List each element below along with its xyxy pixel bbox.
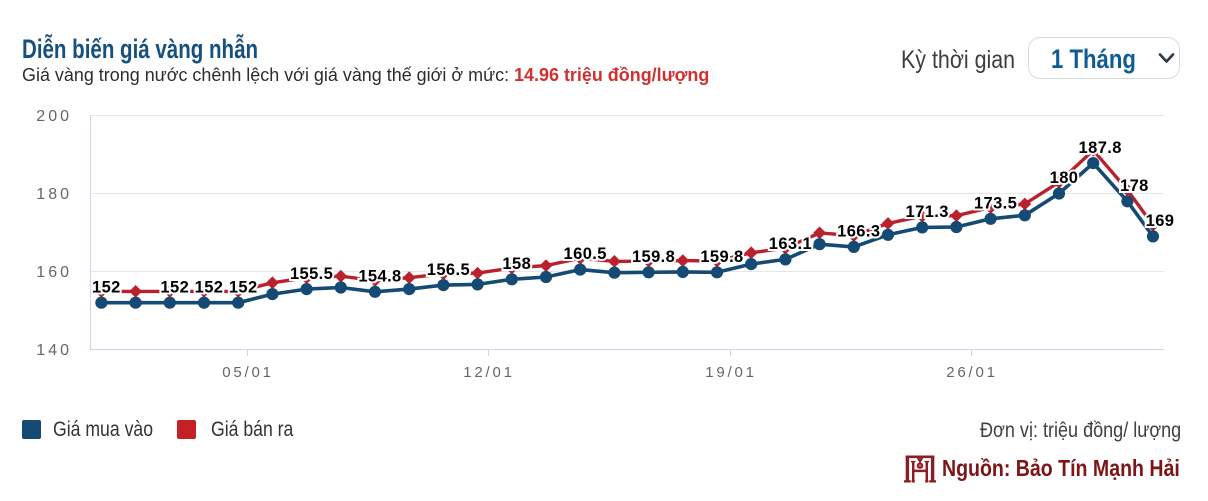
svg-text:187.8: 187.8: [1079, 139, 1122, 157]
svg-text:160: 160: [36, 264, 72, 281]
svg-text:159.8: 159.8: [700, 248, 743, 266]
svg-text:140: 140: [36, 342, 72, 359]
svg-text:178: 178: [1120, 177, 1149, 195]
svg-text:155.5: 155.5: [290, 265, 333, 283]
svg-text:158: 158: [502, 255, 531, 273]
svg-text:05/01: 05/01: [222, 364, 274, 381]
svg-text:152: 152: [160, 278, 189, 296]
svg-text:171.3: 171.3: [906, 203, 949, 221]
svg-text:19/01: 19/01: [705, 364, 757, 381]
svg-text:152: 152: [92, 278, 121, 296]
svg-text:156.5: 156.5: [427, 261, 470, 279]
svg-text:154.8: 154.8: [358, 268, 401, 286]
svg-text:159.8: 159.8: [632, 248, 675, 266]
svg-text:180: 180: [36, 186, 72, 203]
svg-text:169: 169: [1146, 212, 1175, 230]
svg-text:152: 152: [229, 278, 258, 296]
svg-text:26/01: 26/01: [946, 364, 998, 381]
svg-text:163.1: 163.1: [769, 235, 812, 253]
svg-text:200: 200: [36, 108, 72, 125]
svg-text:166.3: 166.3: [837, 223, 880, 241]
svg-text:152: 152: [195, 278, 224, 296]
svg-text:180: 180: [1050, 169, 1079, 187]
svg-text:160.5: 160.5: [564, 245, 607, 263]
svg-text:173.5: 173.5: [974, 195, 1017, 213]
svg-text:12/01: 12/01: [463, 364, 515, 381]
